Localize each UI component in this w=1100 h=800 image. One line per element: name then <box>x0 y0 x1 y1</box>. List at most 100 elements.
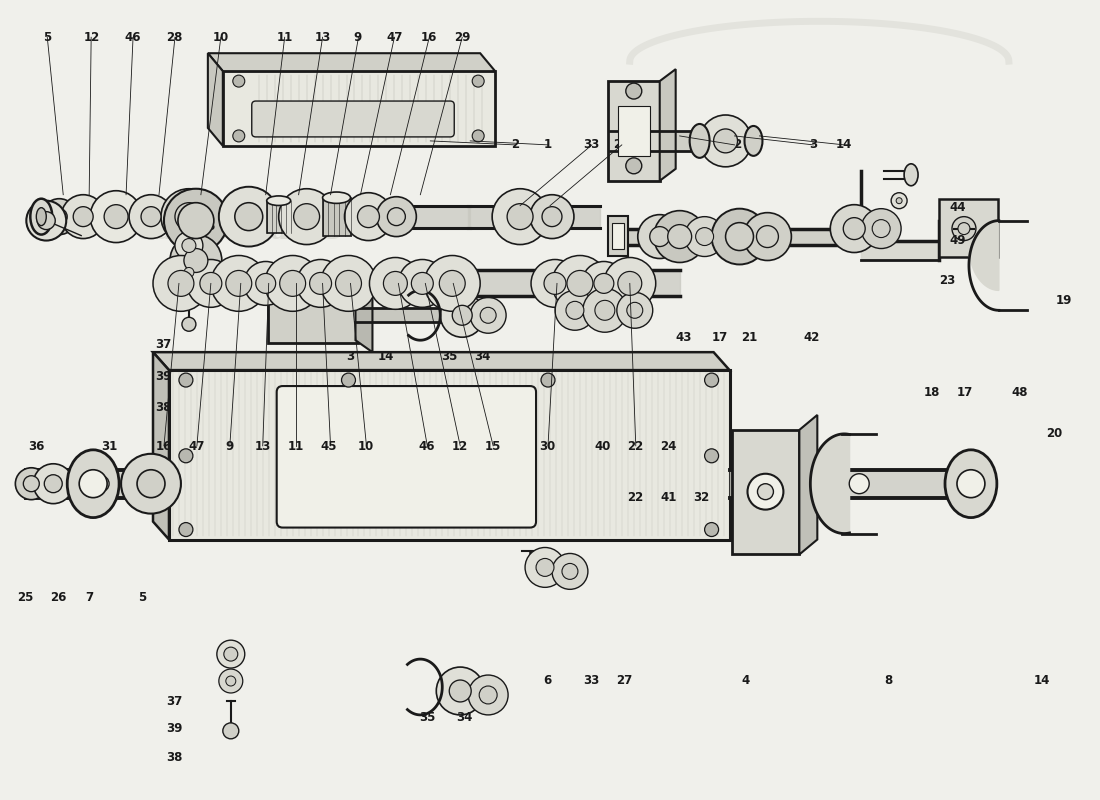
Circle shape <box>552 255 608 311</box>
Text: 20: 20 <box>1046 427 1063 440</box>
Circle shape <box>705 522 718 537</box>
Text: 10: 10 <box>212 30 229 44</box>
Circle shape <box>449 680 471 702</box>
Text: 40: 40 <box>594 440 610 453</box>
Text: 12: 12 <box>84 30 99 44</box>
FancyBboxPatch shape <box>277 386 536 527</box>
Text: 4: 4 <box>741 674 749 687</box>
Text: 47: 47 <box>386 30 403 44</box>
Circle shape <box>79 470 107 498</box>
Circle shape <box>244 262 288 306</box>
Circle shape <box>582 262 626 306</box>
Text: 13: 13 <box>254 440 271 453</box>
Text: 35: 35 <box>419 710 436 724</box>
Circle shape <box>344 193 393 241</box>
Circle shape <box>952 217 976 241</box>
Polygon shape <box>169 370 729 539</box>
Circle shape <box>440 294 484 338</box>
Circle shape <box>336 270 362 296</box>
Circle shape <box>223 647 238 661</box>
Text: 34: 34 <box>474 350 491 362</box>
Text: 18: 18 <box>924 386 940 398</box>
Text: 33: 33 <box>584 138 600 151</box>
Text: 2: 2 <box>510 138 519 151</box>
Circle shape <box>94 476 109 492</box>
Circle shape <box>23 476 40 492</box>
Circle shape <box>617 292 652 328</box>
Text: 38: 38 <box>155 402 172 414</box>
Circle shape <box>33 464 74 504</box>
FancyBboxPatch shape <box>267 267 359 343</box>
Circle shape <box>52 209 67 225</box>
Text: 45: 45 <box>199 220 216 233</box>
Text: 5: 5 <box>43 30 52 44</box>
Text: 10: 10 <box>358 440 374 453</box>
Text: 14: 14 <box>377 350 394 362</box>
Bar <box>612 222 624 249</box>
Text: 27: 27 <box>616 674 632 687</box>
Circle shape <box>398 259 447 307</box>
Ellipse shape <box>266 196 290 206</box>
Circle shape <box>121 454 180 514</box>
Bar <box>608 216 628 255</box>
Circle shape <box>566 302 584 319</box>
Text: 15: 15 <box>485 440 502 453</box>
Circle shape <box>507 204 534 230</box>
Circle shape <box>90 190 142 242</box>
Circle shape <box>387 208 406 226</box>
Circle shape <box>74 206 94 226</box>
Polygon shape <box>969 221 999 290</box>
Text: 30: 30 <box>540 440 556 453</box>
Circle shape <box>480 686 497 704</box>
Circle shape <box>278 189 334 245</box>
Circle shape <box>358 206 379 228</box>
Circle shape <box>153 255 209 311</box>
Circle shape <box>234 202 263 230</box>
Circle shape <box>668 225 692 249</box>
Circle shape <box>452 306 472 326</box>
Circle shape <box>376 197 416 237</box>
Circle shape <box>26 201 66 241</box>
Circle shape <box>175 202 202 230</box>
Text: 47: 47 <box>188 440 205 453</box>
Text: 28: 28 <box>166 30 183 44</box>
Circle shape <box>226 676 235 686</box>
Circle shape <box>705 373 718 387</box>
Text: 48: 48 <box>1011 386 1027 398</box>
Text: 44: 44 <box>950 201 967 214</box>
Text: 19: 19 <box>1055 294 1071 307</box>
Text: 13: 13 <box>315 30 331 44</box>
Circle shape <box>896 198 902 204</box>
Circle shape <box>279 270 306 296</box>
Circle shape <box>42 198 77 234</box>
Circle shape <box>178 202 213 238</box>
Text: 16: 16 <box>155 440 172 453</box>
Text: 32: 32 <box>693 490 710 504</box>
Circle shape <box>552 554 587 590</box>
Text: 42: 42 <box>803 331 820 344</box>
Circle shape <box>200 273 222 294</box>
Circle shape <box>861 209 901 249</box>
Circle shape <box>891 193 908 209</box>
Text: 29: 29 <box>454 30 471 44</box>
Polygon shape <box>800 415 817 554</box>
Circle shape <box>255 274 276 294</box>
Circle shape <box>184 249 208 273</box>
Circle shape <box>714 129 737 153</box>
Circle shape <box>469 675 508 715</box>
Circle shape <box>168 270 194 296</box>
Circle shape <box>556 290 595 330</box>
Circle shape <box>700 115 751 167</box>
Polygon shape <box>660 69 675 181</box>
Text: 25: 25 <box>18 591 34 604</box>
Ellipse shape <box>745 126 762 156</box>
Circle shape <box>184 267 194 278</box>
Text: 39: 39 <box>155 370 172 382</box>
Circle shape <box>595 300 615 320</box>
Circle shape <box>562 563 578 579</box>
Circle shape <box>530 194 574 238</box>
Text: 45: 45 <box>320 440 337 453</box>
Circle shape <box>744 213 791 261</box>
Text: 49: 49 <box>950 234 967 247</box>
Text: 33: 33 <box>584 674 600 687</box>
